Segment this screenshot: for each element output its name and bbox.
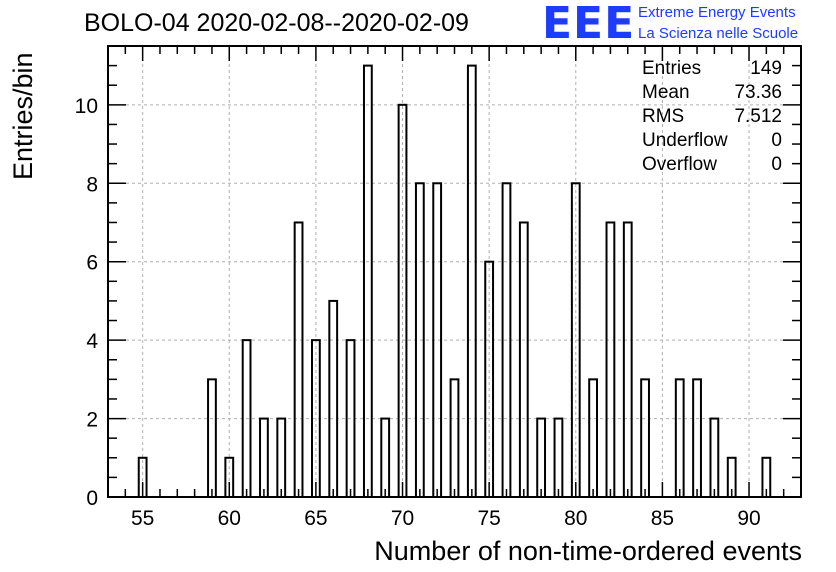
histogram-bar bbox=[605, 221, 616, 498]
stat-value: 0 bbox=[771, 130, 782, 151]
chart-title: BOLO-04 2020-02-08--2020-02-09 bbox=[84, 9, 469, 37]
histogram-bar bbox=[259, 417, 269, 498]
logo-line-1: Extreme Energy Events bbox=[638, 4, 796, 21]
y-tick-label: 0 bbox=[86, 487, 98, 510]
y-tick-label: 4 bbox=[86, 330, 98, 353]
histogram-bar bbox=[692, 378, 702, 499]
stat-row-rms: RMS 7.512 bbox=[642, 106, 782, 130]
x-tick-label: 85 bbox=[651, 507, 674, 530]
stat-label: Overflow bbox=[642, 154, 717, 175]
x-tick-label: 90 bbox=[737, 507, 760, 530]
stat-row-entries: Entries 149 bbox=[642, 58, 782, 82]
x-tick-label: 65 bbox=[304, 507, 327, 530]
stat-label: Mean bbox=[642, 82, 690, 103]
stat-label: RMS bbox=[642, 106, 685, 127]
x-tick-label: 70 bbox=[391, 507, 414, 530]
histogram-bar bbox=[553, 417, 564, 498]
histogram-bar bbox=[536, 417, 547, 498]
histogram-bar bbox=[709, 417, 720, 498]
histogram-bar bbox=[276, 417, 287, 498]
histogram-bar bbox=[362, 64, 373, 498]
stat-row-overflow: Overflow 0 bbox=[642, 154, 782, 178]
stat-value: 73.36 bbox=[734, 82, 782, 103]
y-tick-label: 10 bbox=[75, 95, 98, 118]
histogram-bar bbox=[674, 378, 685, 499]
eee-logo-mark: EEE bbox=[542, 0, 636, 49]
axis-tick-labels: 55 60 65 70 75 80 85 90 0 2 4 6 8 10 bbox=[75, 95, 761, 530]
histogram-bar bbox=[380, 417, 391, 498]
histogram-bar bbox=[466, 64, 477, 498]
stat-row-mean: Mean 73.36 bbox=[642, 82, 782, 106]
x-tick-label: 60 bbox=[218, 507, 241, 530]
histogram-bar bbox=[449, 378, 460, 499]
stat-label: Underflow bbox=[642, 130, 728, 151]
histogram-bar bbox=[622, 221, 633, 498]
grid-lines bbox=[108, 46, 801, 497]
histogram-bar bbox=[518, 221, 529, 498]
x-tick-label: 55 bbox=[131, 507, 154, 530]
histogram-bar bbox=[207, 378, 217, 499]
logo-line-2: La Scienza nelle Scuole bbox=[638, 25, 799, 42]
stat-value: 149 bbox=[750, 58, 782, 79]
stats-box: Entries 149 Mean 73.36 RMS 7.512 Underfl… bbox=[642, 58, 782, 178]
stat-value: 7.512 bbox=[734, 106, 782, 127]
axis-ticks bbox=[107, 45, 802, 498]
y-tick-label: 6 bbox=[86, 252, 98, 275]
histogram-bar bbox=[588, 378, 598, 499]
stat-row-underflow: Underflow 0 bbox=[642, 130, 782, 154]
x-tick-label: 80 bbox=[564, 507, 587, 530]
stat-label: Entries bbox=[642, 58, 702, 79]
histogram-bar bbox=[293, 221, 304, 498]
x-tick-label: 75 bbox=[477, 507, 500, 530]
stat-value: 0 bbox=[771, 154, 782, 175]
histogram-bar bbox=[640, 378, 650, 499]
x-axis-label: Number of non-time-ordered events bbox=[374, 536, 802, 566]
y-tick-label: 8 bbox=[86, 173, 98, 196]
y-axis-label: Entries/bin bbox=[8, 52, 38, 180]
histogram-bar bbox=[328, 299, 339, 499]
y-tick-label: 2 bbox=[86, 409, 98, 432]
